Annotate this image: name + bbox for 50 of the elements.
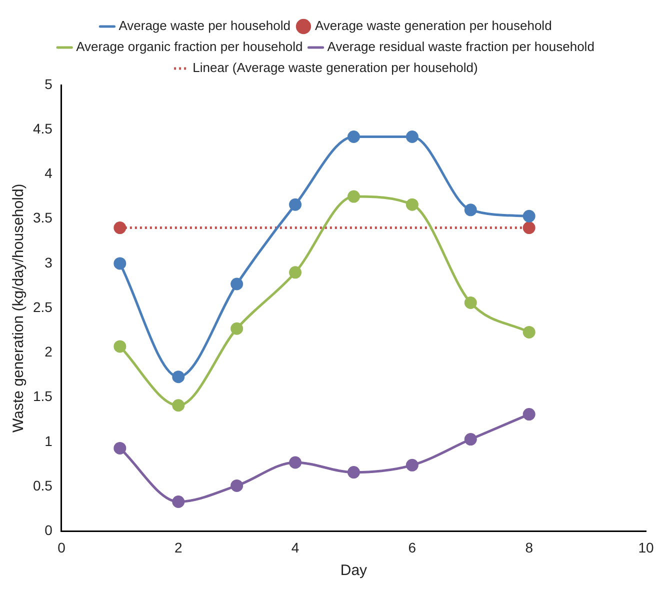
point [114, 442, 126, 454]
x-tick-label: 10 [638, 539, 654, 556]
y-tick-label: 4 [44, 165, 53, 182]
point [522, 326, 536, 338]
x-tick-label: 2 [174, 539, 182, 556]
legend-label: Average waste generation per household [314, 18, 552, 34]
point [464, 433, 477, 446]
point [406, 130, 418, 144]
point [406, 198, 418, 211]
point [464, 204, 477, 216]
point [406, 458, 418, 472]
y-tick-label: 3 [44, 254, 53, 270]
point [172, 496, 185, 508]
legend-label: Average organic fraction per household [76, 39, 303, 54]
y-tick-label: 2 [44, 344, 53, 360]
point [114, 340, 126, 353]
y-tick-label: 0.5 [32, 477, 53, 494]
point [230, 322, 244, 335]
legend-label: Average residual waste fraction per household [327, 39, 594, 54]
point [289, 456, 302, 469]
y-tick-label: 1 [44, 432, 53, 449]
point [522, 408, 536, 421]
y-tick-label: 0 [44, 522, 53, 538]
y-axis-title: Waste generation (kg/day/household) [10, 184, 28, 432]
point [347, 466, 360, 479]
x-tick-label: 4 [291, 539, 300, 556]
point [172, 399, 185, 412]
y-tick-label: 1.5 [32, 388, 53, 404]
x-tick-label: 8 [525, 539, 534, 556]
point [347, 190, 360, 203]
x-axis-title: Day [340, 562, 368, 580]
point [114, 257, 126, 270]
point [172, 370, 185, 384]
point [289, 266, 302, 279]
y-tick-label: 2.5 [32, 298, 53, 315]
legend-label: Linear (Average waste generation per household) [192, 60, 478, 76]
y-tick-label: 5 [44, 76, 53, 92]
point [289, 198, 302, 211]
point [522, 210, 536, 222]
point [347, 130, 360, 144]
y-tick-label: 3.5 [32, 210, 53, 226]
point [464, 296, 477, 309]
x-tick-label: 0 [58, 539, 66, 556]
point [230, 278, 244, 290]
point [230, 479, 244, 492]
x-tick-label: 6 [408, 539, 416, 556]
point [522, 222, 536, 234]
y-tick-label: 4.5 [32, 120, 53, 136]
legend-label: Average waste per household [118, 18, 290, 34]
point [114, 222, 126, 234]
